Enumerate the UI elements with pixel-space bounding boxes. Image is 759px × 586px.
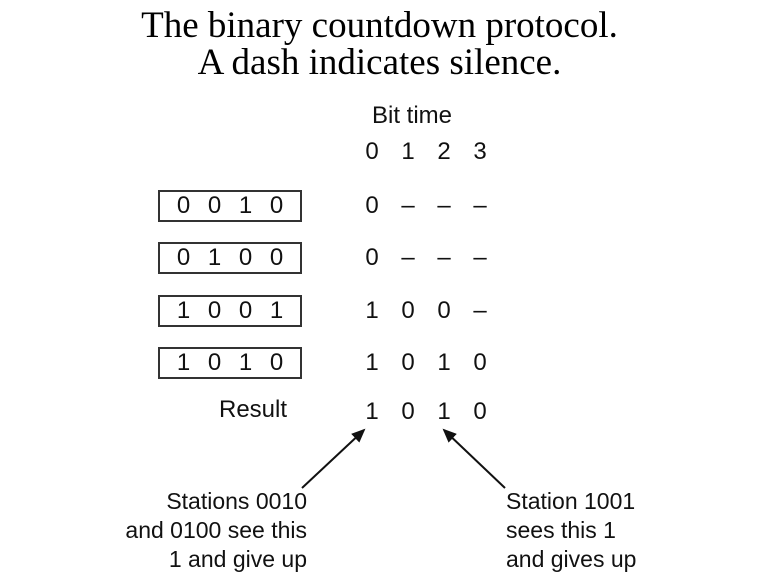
station-3-addr-bit: 1 <box>176 297 191 324</box>
station-1-addr-bit: 0 <box>176 192 191 219</box>
station-2-bit: – <box>437 244 451 271</box>
station-4-bit: 1 <box>365 349 379 376</box>
bit-index-row: 0 1 2 3 <box>354 138 498 166</box>
station-1-bits: 0 – – – <box>354 192 498 220</box>
station-4-bit: 1 <box>437 349 451 376</box>
note-left-line: 1 and give up <box>168 546 307 572</box>
station-1-bit: 0 <box>365 192 379 219</box>
station-3-addr-bit: 1 <box>269 297 284 324</box>
note-right-line: Station 1001 <box>506 488 636 514</box>
bit-index-2: 2 <box>437 138 451 165</box>
station-2-bit: 0 <box>365 244 379 271</box>
station-address-box-4: 1 0 1 0 <box>158 347 302 379</box>
station-2-bits: 0 – – – <box>354 244 498 272</box>
station-2-addr-bit: 0 <box>176 244 191 271</box>
station-3-bit: 0 <box>437 297 451 324</box>
station-3-bits: 1 0 0 – <box>354 297 498 325</box>
station-2-addr-bit: 1 <box>207 244 222 271</box>
station-4-addr-bit: 1 <box>176 349 191 376</box>
station-address-box-3: 1 0 0 1 <box>158 295 302 327</box>
station-address-box-1: 0 0 1 0 <box>158 190 302 222</box>
station-4-bit: 0 <box>473 349 487 376</box>
note-right-line: sees this 1 <box>506 517 616 543</box>
station-1-bit: – <box>473 192 487 219</box>
title-line-1: The binary countdown protocol. <box>141 5 618 46</box>
note-left: Stations 0010 and 0100 see this 1 and gi… <box>125 487 307 574</box>
station-4-bits: 1 0 1 0 <box>354 349 498 377</box>
station-1-addr-bit: 0 <box>269 192 284 219</box>
station-1-addr-bit: 0 <box>207 192 222 219</box>
station-4-addr-bit: 0 <box>269 349 284 376</box>
station-4-bit: 0 <box>401 349 415 376</box>
result-bit: 1 <box>437 398 451 425</box>
note-left-line: and 0100 see this <box>125 517 307 543</box>
station-1-bit: – <box>437 192 451 219</box>
result-bit: 0 <box>401 398 415 425</box>
note-right: Station 1001 sees this 1 and gives up <box>506 487 636 574</box>
station-4-addr-bit: 1 <box>238 349 253 376</box>
bit-index-0: 0 <box>365 138 379 165</box>
result-label: Result <box>219 396 288 423</box>
station-2-addr-bit: 0 <box>269 244 284 271</box>
note-left-line: Stations 0010 <box>166 488 307 514</box>
station-3-addr-bit: 0 <box>238 297 253 324</box>
result-bit: 1 <box>365 398 379 425</box>
station-2-bit: – <box>473 244 487 271</box>
bit-index-1: 1 <box>401 138 415 165</box>
result-bits: 1 0 1 0 <box>354 398 498 426</box>
station-address-box-2: 0 1 0 0 <box>158 242 302 274</box>
result-bit: 0 <box>473 398 487 425</box>
arrow-left <box>301 428 366 489</box>
station-3-bit: – <box>473 297 487 324</box>
station-1-addr-bit: 1 <box>238 192 253 219</box>
station-3-addr-bit: 0 <box>207 297 222 324</box>
station-3-bit: 1 <box>365 297 379 324</box>
bit-index-3: 3 <box>473 138 487 165</box>
station-1-bit: – <box>401 192 415 219</box>
arrow-right <box>442 428 506 489</box>
station-3-bit: 0 <box>401 297 415 324</box>
note-right-line: and gives up <box>506 546 637 572</box>
station-4-addr-bit: 0 <box>207 349 222 376</box>
bit-time-label: Bit time <box>372 102 453 129</box>
station-2-addr-bit: 0 <box>238 244 253 271</box>
station-2-bit: – <box>401 244 415 271</box>
title-line-2: A dash indicates silence. <box>197 42 562 83</box>
